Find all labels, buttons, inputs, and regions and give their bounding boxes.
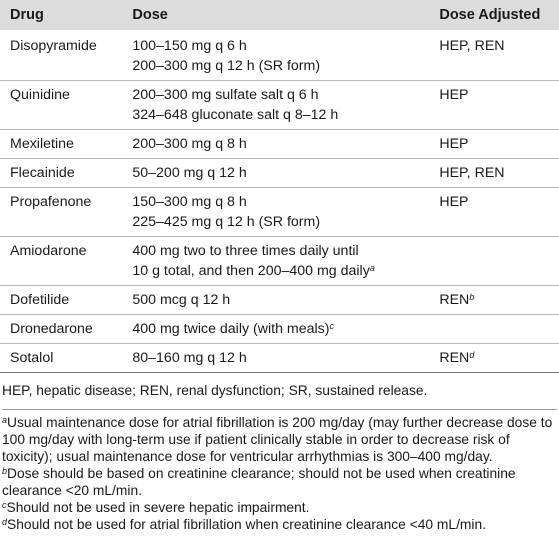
drug-cell: Disopyramide	[10, 38, 97, 54]
drug-cell: Dronedarone	[0, 314, 123, 344]
dose-line: 150–300 mg q 8 h	[132, 192, 429, 212]
footnote-mark: d	[2, 517, 8, 527]
table-row: Mexiletine 200–300 mg q 8 h HEP	[0, 129, 559, 159]
dose-text: 200–300 mg sulfate salt q 6 h	[132, 87, 319, 103]
table-row: Quinidine 200–300 mg sulfate salt q 6 h 32…	[0, 80, 559, 130]
dose-text: 200–300 mg q 12 h (SR form)	[132, 58, 321, 74]
header-dose-adjusted: Dose Adjusted	[439, 7, 541, 23]
table-body: Disopyramide 100–150 mg q 6 h 200–300 mg q…	[0, 30, 559, 373]
table-footnotes: HEP, hepatic disease; REN, renal dysfunc…	[0, 382, 559, 533]
dose-line: 400 mg twice daily (with meals)c	[132, 319, 429, 339]
table-row: Disopyramide 100–150 mg q 6 h 200–300 mg q…	[0, 30, 559, 81]
drug-cell: Amiodarone	[0, 236, 123, 286]
dose-adjusted-text: HEP, REN	[439, 38, 505, 54]
drug-cell: Propafenone	[0, 187, 123, 237]
table-row: Flecainide 50–200 mg q 12 h HEP, REN	[0, 158, 559, 188]
dose-adjusted-text: HEP	[439, 87, 469, 103]
dose-adjusted-cell: HEP	[429, 80, 559, 130]
table-row: Dronedarone 400 mg twice daily (with meal…	[0, 314, 559, 344]
footnote-marker: a	[369, 263, 375, 273]
dose-adjusted-text: REN	[439, 292, 470, 308]
drug-cell: Sotalol	[0, 343, 123, 373]
dose-line: 200–300 mg q 8 h	[132, 134, 429, 154]
dose-adjusted-cell: HEP	[429, 187, 559, 237]
dose-adjusted-text: HEP, REN	[439, 165, 505, 181]
footnote-mark: a	[2, 415, 8, 425]
dose-cell: 80–160 mg q 12 h	[122, 343, 430, 373]
header-drug: Drug	[10, 7, 44, 23]
dose-text: 200–300 mg q 8 h	[132, 136, 247, 152]
dose-line: 400 mg two to three times daily until	[132, 241, 429, 261]
dose-cell: 200–300 mg q 8 h	[122, 129, 430, 159]
dose-adjusted-cell: HEP	[429, 129, 559, 159]
dose-adjusted-text: REN	[439, 350, 470, 366]
drug-cell: Mexiletine	[0, 129, 123, 159]
dose-adjusted-text: HEP	[439, 194, 469, 210]
dose-text: 150–300 mg q 8 h	[132, 194, 247, 210]
dose-text: 324–648 gluconate salt q 8–12 h	[132, 107, 339, 123]
footnote-mark: c	[2, 500, 7, 510]
dose-line: 100–150 mg q 6 h	[132, 36, 429, 56]
header-dose: Dose	[132, 7, 168, 23]
dose-cell: 50–200 mg q 12 h	[122, 158, 430, 188]
drug-cell: Dofetilide	[0, 285, 123, 315]
footnote-marker: c	[329, 321, 335, 331]
footnote-item: cShould not be used in severe hepatic im…	[2, 499, 557, 516]
footnote-marker: d	[469, 350, 475, 360]
dose-cell: 200–300 mg sulfate salt q 6 h 324–648 glu…	[122, 80, 430, 130]
dose-adjusted-cell	[429, 314, 559, 344]
dose-adjusted-cell	[429, 236, 559, 286]
table-row: Sotalol 80–160 mg q 12 h RENd	[0, 343, 559, 373]
dosing-table: Drug Dose Dose Adjusted Disopyramide 100–…	[0, 0, 559, 373]
dose-cell: 400 mg twice daily (with meals)c	[122, 314, 430, 344]
table-row: Dofetilide 500 mcg q 12 h RENb	[0, 285, 559, 315]
table-row: Amiodarone 400 mg two to three times dail…	[0, 236, 559, 286]
dose-line: 324–648 gluconate salt q 8–12 h	[132, 105, 429, 125]
dose-cell: 400 mg two to three times daily until 10 …	[122, 236, 430, 286]
footnote-item: bDose should be based on creatinine clea…	[2, 465, 557, 499]
dose-line: 200–300 mg q 12 h (SR form)	[132, 56, 429, 76]
dose-adjusted-cell: HEP, REN	[429, 30, 559, 81]
footnote-item: aUsual maintenance dose for atrial fibri…	[2, 414, 557, 465]
dose-text: 10 g total, and then 200–400 mg daily	[132, 263, 370, 279]
footnote-text: Dose should be based on creatinine clear…	[2, 466, 516, 498]
dose-cell: 500 mcg q 12 h	[122, 285, 430, 315]
dose-line: 500 mcg q 12 h	[132, 290, 429, 310]
dose-text: 100–150 mg q 6 h	[132, 38, 247, 54]
dose-text: 400 mg twice daily (with meals)	[132, 321, 330, 337]
dose-adjusted-text: HEP	[439, 136, 469, 152]
abbreviation-legend: HEP, hepatic disease; REN, renal dysfunc…	[2, 382, 557, 410]
table-row: Propafenone 150–300 mg q 8 h 225–425 mg q …	[0, 187, 559, 237]
dose-adjusted-cell: HEP, REN	[429, 158, 559, 188]
drug-cell: Quinidine	[0, 80, 123, 130]
table-header: Drug Dose Dose Adjusted	[0, 0, 559, 30]
footnote-item: dShould not be used for atrial fibrillat…	[2, 516, 557, 533]
dose-text: 50–200 mg q 12 h	[132, 165, 247, 181]
drug-cell: Flecainide	[0, 158, 123, 188]
dose-text: 500 mcg q 12 h	[132, 292, 231, 308]
dose-line: 80–160 mg q 12 h	[132, 348, 429, 368]
dose-line: 225–425 mg q 12 h (SR form)	[132, 212, 429, 232]
dose-adjusted-cell: RENd	[429, 343, 559, 373]
footnote-text: Should not be used for atrial fibrillati…	[7, 517, 486, 532]
dose-text: 400 mg two to three times daily until	[132, 243, 359, 259]
footnote-text: Usual maintenance dose for atrial fibril…	[2, 415, 553, 464]
dose-adjusted-cell: RENb	[429, 285, 559, 315]
dose-text: 80–160 mg q 12 h	[132, 350, 247, 366]
dose-cell: 100–150 mg q 6 h 200–300 mg q 12 h (SR fo…	[122, 30, 429, 81]
dose-cell: 150–300 mg q 8 h 225–425 mg q 12 h (SR fo…	[122, 187, 430, 237]
dose-text: 225–425 mg q 12 h (SR form)	[132, 214, 321, 230]
dose-line: 10 g total, and then 200–400 mg dailya	[132, 261, 429, 281]
footnote-text: Should not be used in severe hepatic imp…	[6, 500, 310, 515]
footnote-list: aUsual maintenance dose for atrial fibri…	[2, 414, 557, 533]
dose-line: 50–200 mg q 12 h	[132, 163, 429, 183]
dose-line: 200–300 mg sulfate salt q 6 h	[132, 85, 429, 105]
footnote-marker: b	[469, 292, 475, 302]
footnote-mark: b	[2, 466, 8, 476]
